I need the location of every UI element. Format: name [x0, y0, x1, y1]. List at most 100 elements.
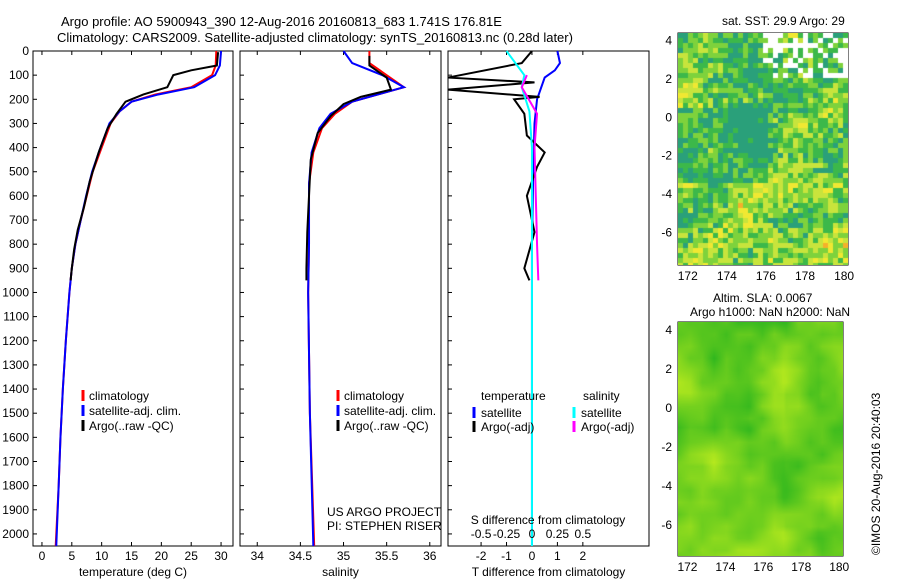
series-line-t-argo-adj- [447, 50, 546, 281]
sst-map-image [678, 33, 848, 265]
legend-header-temperature: temperature [481, 389, 546, 403]
y-tick-label: 1300 [2, 358, 29, 372]
x-tick-label: 0 [529, 549, 536, 563]
y-tick-label: 400 [9, 141, 29, 155]
map-x-tick-label: 178 [791, 560, 811, 574]
legend-label: Argo(..raw -QC) [89, 419, 174, 433]
x-tick-label: -2 [476, 549, 487, 563]
x-tick-label: 10 [95, 549, 109, 563]
x-tick-label: 34 [251, 549, 265, 563]
legend-label: Argo(..raw -QC) [344, 419, 429, 433]
map-x-tick-label: 180 [829, 560, 849, 574]
legend-label: satellite [581, 406, 622, 420]
y-tick-label: 1400 [2, 382, 29, 396]
sla-map-image [678, 322, 843, 556]
title-line-2: Climatology: CARS2009. Satellite-adjuste… [57, 30, 573, 45]
y-tick-label: 900 [9, 261, 29, 275]
x-axis-label: temperature (deg C) [79, 565, 187, 579]
series-line-argo-raw-qc- [305, 55, 393, 281]
y-tick-label: 100 [9, 68, 29, 82]
series-line-s-satellite [505, 50, 533, 546]
map-x-tick-label: 180 [834, 269, 854, 283]
x-tick-label: 34.5 [289, 549, 313, 563]
y-tick-label: 300 [9, 116, 29, 130]
x-tick-label: 30 [214, 549, 228, 563]
map-y-tick-label: -2 [661, 149, 672, 163]
x-tick-label: 1 [554, 549, 561, 563]
x-tick-label: 2 [580, 549, 587, 563]
legend-label: satellite-adj. clim. [344, 404, 436, 418]
y-tick-label: 600 [9, 189, 29, 203]
y-tick-label: 1500 [2, 406, 29, 420]
x-tick-label: 20 [155, 549, 169, 563]
y-tick-label: 1000 [2, 285, 29, 299]
map-y-tick-label: -4 [661, 187, 672, 201]
map-y-tick-label: -4 [661, 479, 672, 493]
x-tick-label: 35.5 [375, 549, 399, 563]
x-tick-label: 36 [423, 549, 437, 563]
y-tick-label: 200 [9, 92, 29, 106]
x-tick-label: 35 [337, 549, 351, 563]
y-tick-label: 0 [22, 44, 29, 58]
series-line-s-argo-adj- [520, 74, 540, 281]
map-y-tick-label: 4 [665, 34, 672, 48]
project-annotation: PI: STEPHEN RISER [327, 519, 442, 533]
map-y-tick-label: -2 [661, 440, 672, 454]
y-tick-label: 1800 [2, 479, 29, 493]
y-tick-label: 1700 [2, 454, 29, 468]
legend-label: Argo(-adj) [481, 420, 534, 434]
legend-header-salinity: salinity [583, 389, 620, 403]
map-x-tick-label: 176 [756, 269, 776, 283]
map-x-tick-label: 174 [715, 560, 735, 574]
map-y-tick-label: 0 [665, 401, 672, 415]
y-tick-label: 2000 [2, 527, 29, 541]
top-tick-label: 0.25 [546, 527, 570, 541]
x-axis-label: salinity [322, 565, 359, 579]
map-x-tick-label: 176 [753, 560, 773, 574]
series-line-argo-raw-qc- [69, 52, 220, 281]
legend-label: satellite-adj. clim. [89, 404, 181, 418]
y-tick-label: 1200 [2, 334, 29, 348]
y-tick-label: 1600 [2, 430, 29, 444]
map-y-tick-label: 0 [665, 110, 672, 124]
top-tick-label: -0.25 [493, 527, 521, 541]
map-y-tick-label: 4 [665, 323, 672, 337]
map-y-tick-label: -6 [661, 518, 672, 532]
map-x-tick-label: 172 [678, 269, 698, 283]
y-tick-label: 700 [9, 213, 29, 227]
axes-frame-differences [447, 50, 650, 547]
y-tick-label: 1100 [3, 310, 29, 324]
map-y-tick-label: 2 [665, 362, 672, 376]
series-line-climatology [54, 50, 218, 547]
y-tick-label: 1900 [2, 503, 29, 517]
y-tick-label: 500 [9, 165, 29, 179]
legend-label: satellite [481, 406, 522, 420]
map-x-tick-label: 172 [677, 560, 697, 574]
top-tick-label: -0.5 [471, 527, 492, 541]
y-tick-label: 800 [9, 237, 29, 251]
x-tick-label: 15 [125, 549, 139, 563]
axes-frame-temperature [32, 50, 234, 547]
legend-label: climatology [344, 389, 404, 403]
sla-map-subtitle: Argo h1000: NaN h2000: NaN [690, 305, 851, 319]
map-y-tick-label: 2 [665, 72, 672, 86]
credit-label: ©IMOS 20-Aug-2016 20:40:03 [869, 392, 883, 555]
top-tick-label: 0.5 [575, 527, 592, 541]
map-x-tick-label: 178 [795, 269, 815, 283]
x-tick-label: 25 [185, 549, 199, 563]
x-axis-label: T difference from climatology [472, 565, 626, 579]
map-y-tick-label: -6 [661, 225, 672, 239]
legend-label: climatology [89, 389, 149, 403]
x-tick-label: 5 [68, 549, 75, 563]
top-axis-label: S difference from climatology [471, 513, 626, 527]
legend-label: Argo(-adj) [581, 420, 634, 434]
x-tick-label: -1 [501, 549, 512, 563]
axes-frame-salinity [239, 50, 442, 547]
title-line-1: Argo profile: AO 5900943_390 12-Aug-2016… [61, 14, 502, 29]
project-annotation: US ARGO PROJECT [327, 505, 442, 519]
top-tick-label: 0 [529, 527, 536, 541]
sla-map-title: Altim. SLA: 0.0067 [713, 291, 813, 305]
series-line-satellite-adj-clim- [55, 50, 223, 547]
